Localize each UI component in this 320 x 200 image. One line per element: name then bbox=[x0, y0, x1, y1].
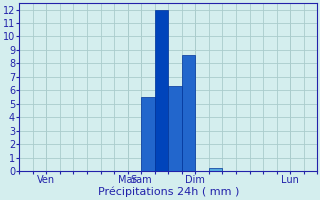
Bar bbox=[168, 86, 182, 171]
Bar bbox=[155, 10, 168, 171]
Bar bbox=[209, 168, 222, 171]
X-axis label: Précipitations 24h ( mm ): Précipitations 24h ( mm ) bbox=[98, 187, 239, 197]
Bar bbox=[141, 97, 155, 171]
Bar bbox=[182, 55, 195, 171]
